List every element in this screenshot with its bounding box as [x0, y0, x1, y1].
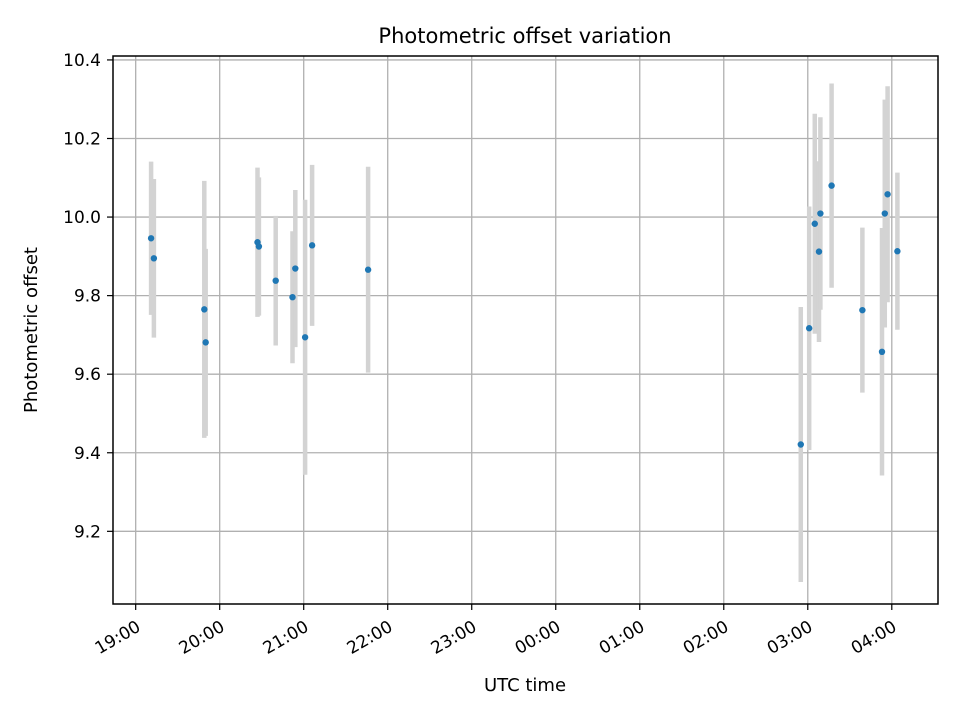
data-point [815, 248, 823, 255]
data-point [301, 334, 309, 341]
y-tick-label: 10.2 [63, 129, 101, 149]
data-point [894, 248, 901, 255]
data-point [881, 210, 888, 217]
data-point [884, 191, 891, 198]
data-point [308, 242, 316, 249]
data-point [147, 235, 155, 242]
data-point [811, 220, 818, 227]
plot-frame [112, 55, 939, 605]
y-tick-label: 9.6 [74, 365, 101, 385]
point-layer [147, 182, 901, 448]
data-point [364, 266, 372, 273]
y-tick-label: 9.2 [74, 522, 101, 542]
data-point [859, 306, 866, 314]
y-axis-label: Photometric offset [21, 247, 42, 413]
data-point [202, 339, 209, 346]
y-tick-label: 10.4 [63, 51, 101, 71]
data-point [201, 306, 208, 313]
data-point [878, 348, 886, 356]
y-tick-label: 9.4 [74, 444, 101, 464]
data-point [150, 255, 158, 262]
data-point [289, 293, 296, 301]
data-point [817, 210, 824, 217]
data-point [292, 265, 299, 272]
data-point [272, 277, 279, 284]
chart-title: Photometric offset variation [378, 24, 671, 48]
data-point [255, 243, 263, 250]
y-tick-label: 10.0 [63, 208, 101, 228]
data-point [797, 441, 804, 448]
y-tick-label: 9.8 [74, 287, 101, 307]
data-point [805, 325, 813, 332]
x-axis-label: UTC time [484, 675, 566, 696]
data-point [828, 182, 835, 189]
